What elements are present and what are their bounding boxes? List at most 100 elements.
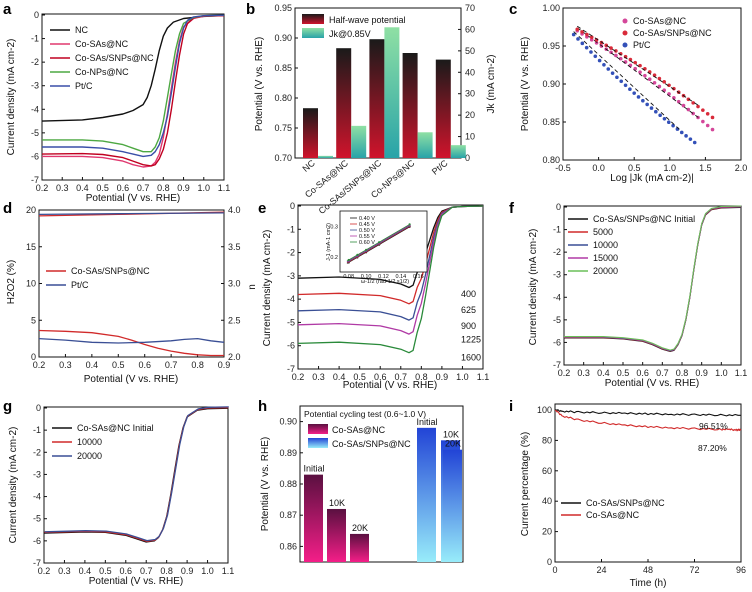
a-xtick-label: 0.2	[36, 183, 49, 193]
d-xtick-label: 0.2	[33, 360, 46, 370]
c-point-1	[599, 40, 604, 45]
e-inset-xtick-label: 0.16	[413, 274, 424, 280]
e-xtick-label: 0.8	[415, 372, 428, 382]
c-point-2	[636, 95, 641, 99]
g-ytick-label: -7	[33, 558, 41, 568]
i-xtick-label: 96	[736, 565, 746, 575]
e-inset-point-4	[356, 253, 359, 257]
c-point-1	[691, 101, 695, 105]
b-ytick-label: 0.90	[274, 33, 292, 43]
c-point-1	[705, 111, 710, 116]
d-xtick-label: 0.4	[86, 360, 99, 370]
d2-ytick-label: 3.0	[228, 279, 241, 289]
a-series-1	[42, 14, 225, 168]
c-ylabel: Potential (V vs. RHE)	[520, 37, 531, 131]
e-inset-legend-1-label: 0.45 V	[359, 222, 375, 228]
h-ytick-label: 0.90	[279, 417, 297, 427]
d2-ytick-label: 3.5	[228, 242, 241, 252]
e-series-4	[297, 205, 484, 354]
c-point-0	[643, 73, 647, 78]
c-ytick-label: 1.00	[542, 3, 560, 13]
c-point-0	[676, 99, 681, 104]
a-xtick-label: 0.7	[137, 183, 150, 193]
panel-label-c: c	[509, 1, 517, 18]
g-xtick-label: 0.7	[140, 566, 153, 576]
d2-ytick-label: 2.0	[228, 352, 241, 362]
c-legend-2-marker	[622, 42, 628, 48]
c-point-2	[580, 41, 585, 46]
h-legend-1-swatch	[308, 438, 328, 448]
d-xtick-label: 0.9	[218, 360, 231, 370]
plot-g-frame	[43, 406, 229, 564]
h-bar-0-1	[327, 508, 346, 562]
g-ytick-label: -4	[33, 492, 41, 502]
e-xtick-label: 0.2	[292, 372, 305, 382]
c-xtick-label: -0.5	[555, 163, 571, 173]
e-inset-xlabel: ω-1/2 (rad-1/2 s1/2)	[361, 279, 409, 285]
g-ytick-label: 0	[36, 403, 41, 413]
h-bar-0-0	[304, 474, 323, 562]
c-point-1	[662, 80, 667, 84]
f-xlabel: Potential (V vs. RHE)	[605, 378, 699, 389]
c-point-1	[609, 46, 613, 50]
a-xtick-label: 0.4	[76, 183, 89, 193]
b2-ytick-label: 30	[465, 89, 475, 99]
i-series-0	[554, 409, 741, 417]
b2-ytick-label: 50	[465, 46, 475, 56]
g-xtick-label: 1.0	[201, 566, 214, 576]
a-xtick-label: 1.1	[218, 183, 231, 193]
a-ytick-label: -4	[31, 104, 39, 114]
c-xtick-label: 1.0	[664, 163, 677, 173]
c-ytick-label: 0.90	[542, 79, 560, 89]
a-ylabel: Current density (mA cm-2)	[6, 39, 17, 156]
e-inset-xtick-label: 0.12	[378, 274, 389, 280]
g-legend-0-label: Co-SAs@NC Initial	[77, 423, 154, 433]
panel-label-i: i	[509, 398, 513, 415]
c-xlabel: Log |Jk (mA cm-2)|	[610, 173, 694, 184]
panel-label-a: a	[3, 1, 12, 18]
g-ylabel: Current density (mA cm-2)	[8, 427, 19, 544]
h-legend-0-swatch	[308, 424, 328, 434]
panel-label-d: d	[3, 200, 12, 217]
c-point-0	[657, 84, 662, 89]
c-point-2	[688, 137, 693, 141]
b-legend-0-label: Half-wave potential	[329, 15, 406, 25]
e-ytick-label: 0	[290, 201, 295, 211]
g-xtick-label: 0.4	[79, 566, 92, 576]
c-fit-2	[573, 31, 681, 131]
f-xtick-label: 1.1	[735, 368, 748, 378]
i-ylabel: Current percentage (%)	[520, 432, 531, 537]
a-legend-2-label: Co-SAs/SNPs@NC	[75, 53, 154, 63]
h-ylabel: Potential (V vs. RHE)	[260, 437, 271, 531]
d-series-0	[38, 329, 224, 357]
i-legend-0-label: Co-SAs/SNPs@NC	[586, 498, 665, 508]
f-series-4	[564, 205, 742, 351]
g-ytick-label: -3	[33, 469, 41, 479]
b2-ytick-label: 70	[465, 3, 475, 13]
i-xtick-label: 72	[689, 565, 699, 575]
g-xtick-label: 0.2	[38, 566, 51, 576]
e-ytick-label: -5	[287, 317, 295, 327]
c-point-1	[633, 60, 638, 65]
e-xtick-label: 0.6	[374, 372, 387, 382]
h-ytick-label: 0.86	[279, 541, 297, 551]
e-xtick-label: 1.0	[456, 372, 469, 382]
f-xtick-label: 0.6	[636, 368, 649, 378]
b-category-label: Co-SAs/SNPs@NC	[317, 158, 384, 217]
f-ytick-label: -3	[553, 270, 561, 280]
c-point-1	[657, 76, 662, 81]
h-ytick-label: 0.89	[279, 448, 297, 458]
c-point-1	[710, 115, 715, 120]
c-fit-1	[576, 25, 699, 106]
c-point-1	[604, 43, 609, 48]
d-series-3	[38, 212, 225, 216]
c-point-1	[701, 108, 705, 112]
c-legend-1-marker	[622, 30, 628, 36]
a-legend-0-label: NC	[75, 25, 88, 35]
b-bar-jk-0	[318, 155, 333, 158]
c-point-2	[584, 45, 589, 50]
c-xtick-label: 0.5	[628, 163, 641, 173]
a-xtick-label: 0.6	[117, 183, 130, 193]
i-xlabel: Time (h)	[630, 578, 667, 589]
b-ytick-label: 0.95	[274, 3, 292, 13]
